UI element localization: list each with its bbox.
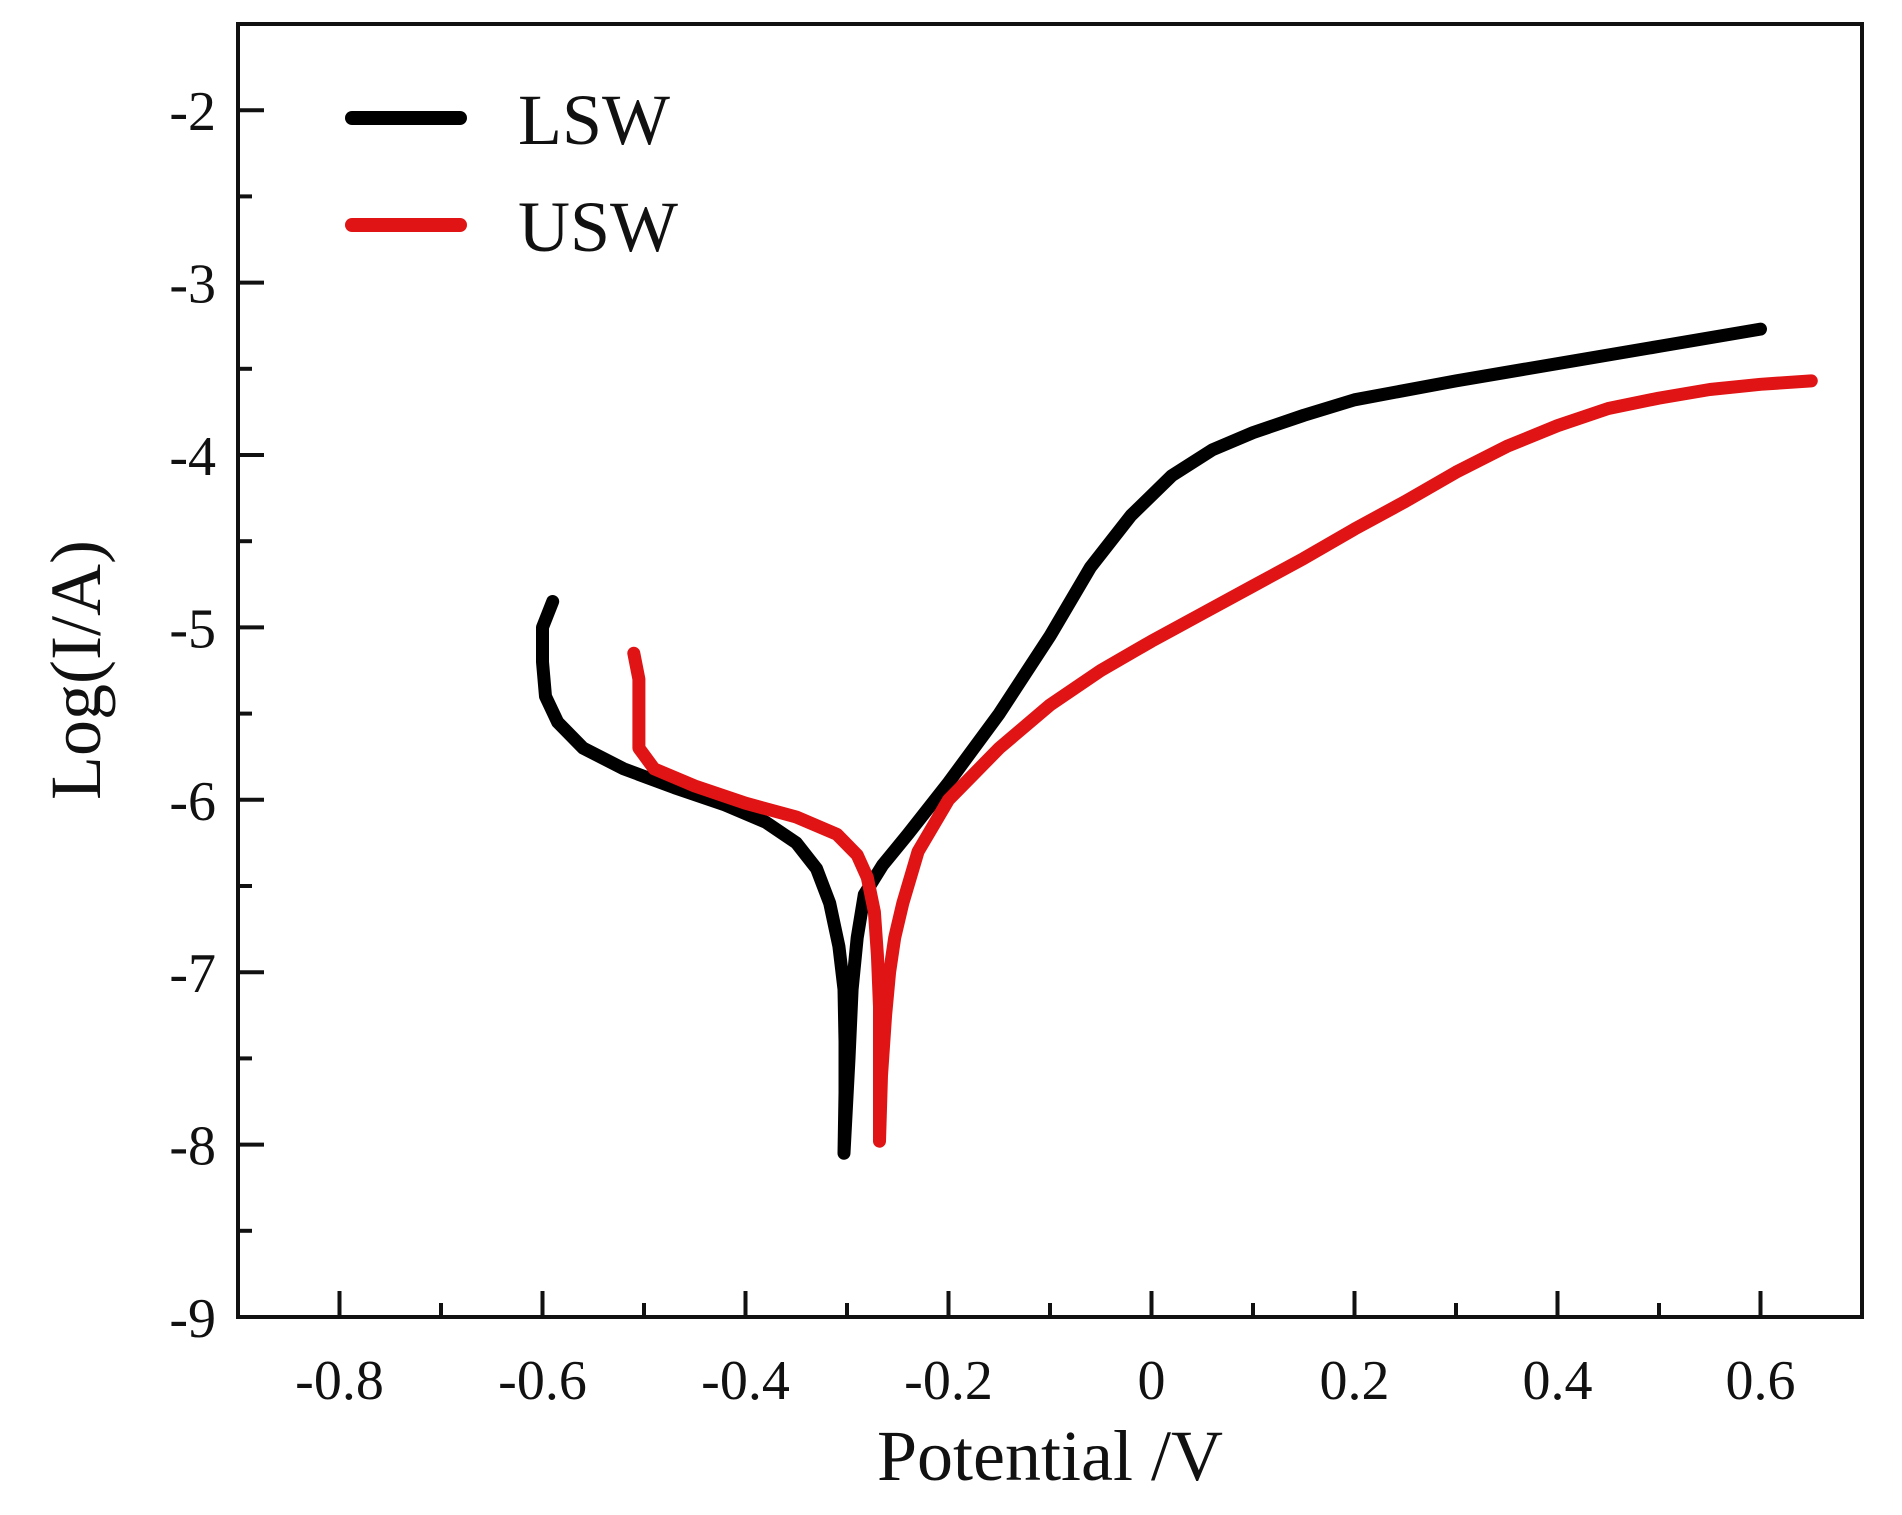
legend: LSW USW <box>345 80 678 267</box>
y-tick-label: -8 <box>169 1116 216 1178</box>
y-tick-label: -2 <box>169 81 216 143</box>
x-tick-label: -0.6 <box>498 1350 587 1412</box>
series-line-lsw <box>536 322 1767 1160</box>
legend-label-usw: USW <box>518 187 678 267</box>
x-tick-label: 0.4 <box>1523 1350 1593 1412</box>
series-line-usw <box>627 374 1818 1148</box>
y-tick-label: -5 <box>169 598 216 660</box>
x-tick-label: 0.6 <box>1726 1350 1796 1412</box>
plot-frame <box>236 22 1864 1319</box>
y-axis-ticks: -9 -8 -7 -6 -5 -4 -3 -2 <box>169 81 264 1350</box>
x-tick-label: -0.8 <box>295 1350 384 1412</box>
series-layer <box>536 322 1818 1160</box>
y-tick-label: -6 <box>169 771 216 833</box>
x-tick-label: 0 <box>1138 1350 1166 1412</box>
y-tick-label: -7 <box>169 943 216 1005</box>
x-tick-label: 0.2 <box>1320 1350 1390 1412</box>
x-tick-label: -0.4 <box>701 1350 790 1412</box>
y-tick-label: -4 <box>169 426 216 488</box>
y-tick-label: -3 <box>169 254 216 316</box>
y-tick-label: -9 <box>169 1288 216 1350</box>
y-axis-title: Log(I/A) <box>36 540 116 800</box>
x-axis-ticks: -0.8 -0.6 -0.4 -0.2 0 0.2 0.4 0.6 <box>295 1291 1796 1412</box>
x-axis-title: Potential /V <box>877 1416 1223 1496</box>
x-tick-label: -0.2 <box>904 1350 993 1412</box>
legend-label-lsw: LSW <box>518 80 670 160</box>
